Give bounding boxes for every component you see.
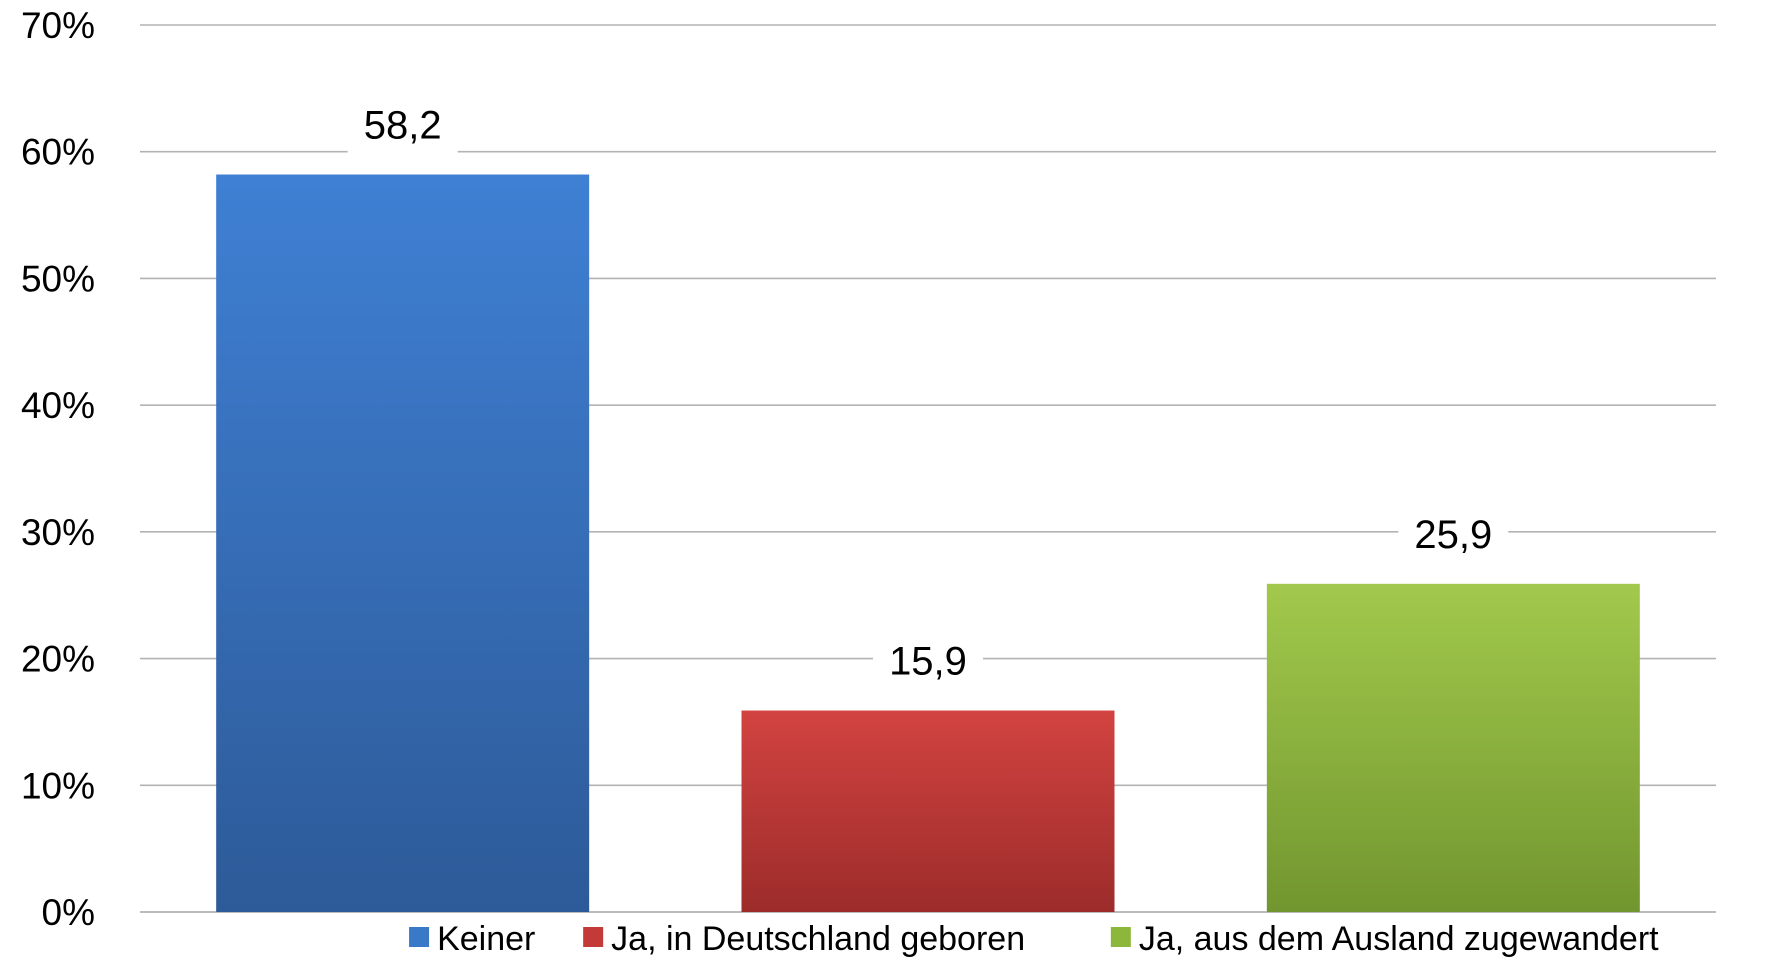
- legend-item-2: Ja, in Deutschland geboren: [583, 920, 1025, 958]
- y-tick-label-50: 50%: [21, 258, 95, 299]
- data-label-3: 25,9: [1414, 513, 1492, 557]
- bars: [216, 174, 1640, 913]
- legend-item-1: Keiner: [409, 920, 535, 958]
- data-label-1: 58,2: [364, 104, 442, 148]
- legend-swatch-2: [583, 927, 604, 947]
- legend-label-2: Ja, in Deutschland geboren: [611, 920, 1025, 958]
- y-axis-tick-labels: 0% 10% 20% 30% 40% 50% 60% 70%: [21, 5, 95, 933]
- bar-1: [216, 174, 590, 913]
- data-label-background-1: [347, 108, 458, 155]
- legend-item-3: Ja, aus dem Ausland zugewandert: [1110, 920, 1659, 958]
- y-tick-label-20: 20%: [21, 639, 95, 680]
- data-label-background-2: [873, 644, 983, 691]
- data-label-2: 15,9: [889, 640, 967, 684]
- bar-2: [741, 710, 1115, 912]
- legend-swatch-1: [409, 927, 430, 947]
- legend: Keiner Ja, in Deutschland geboren Ja, aus …: [409, 920, 1659, 958]
- y-tick-label-30: 30%: [21, 512, 95, 553]
- data-label-background-3: [1398, 517, 1509, 564]
- y-tick-label-70: 70%: [21, 5, 95, 46]
- data-labels: 58,2 15,9 25,9: [347, 104, 1509, 691]
- bar-3: [1266, 583, 1640, 912]
- legend-swatch-3: [1110, 927, 1131, 947]
- y-tick-label-0: 0%: [42, 892, 95, 933]
- legend-label-3: Ja, aus dem Ausland zugewandert: [1139, 920, 1659, 958]
- y-tick-label-10: 10%: [21, 765, 95, 806]
- y-tick-label-40: 40%: [21, 385, 95, 426]
- y-tick-label-60: 60%: [21, 132, 95, 173]
- legend-label-1: Keiner: [437, 920, 535, 958]
